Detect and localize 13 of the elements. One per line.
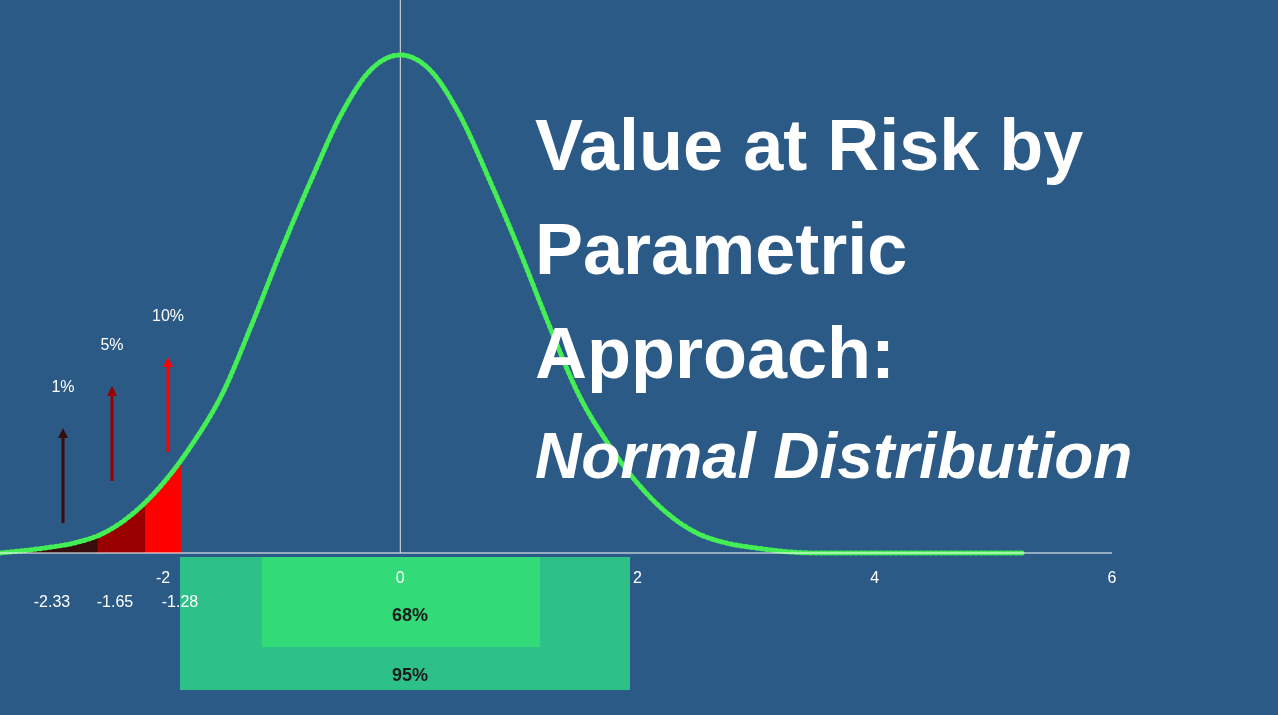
annotation: 10%: [151, 307, 185, 325]
x-tick-label: -2: [155, 569, 171, 586]
x-tick-label: 0: [395, 569, 405, 586]
annotation: 5%: [100, 336, 124, 354]
text: -1.65: [96, 593, 134, 611]
x-tick-label: 2: [633, 569, 643, 586]
text: -1.28: [161, 593, 199, 611]
text: -2.33: [33, 593, 71, 611]
x-tick-label: 4: [870, 569, 880, 586]
text: 95%: [391, 664, 429, 685]
text: 68%: [391, 604, 429, 625]
x-tick-label: 6: [1107, 569, 1117, 586]
annotation: 1%: [51, 378, 75, 396]
